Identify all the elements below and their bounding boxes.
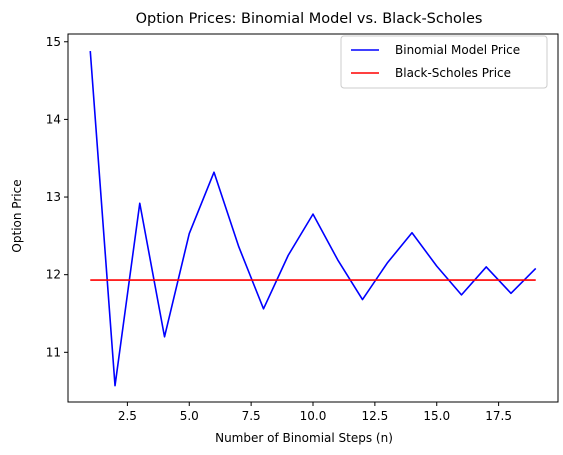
- legend-label-black-scholes: Black-Scholes Price: [395, 66, 511, 80]
- legend-box: [340, 35, 548, 89]
- y-axis-ticks: 11 12 13 14 15: [46, 35, 68, 359]
- x-axis-ticks: 2.5 5.0 7.5 10.0 12.5 15.0 17.5: [118, 402, 512, 423]
- legend-label-binomial: Binomial Model Price: [395, 43, 520, 57]
- x-tick-label: 2.5: [118, 409, 137, 423]
- x-tick-label: 5.0: [180, 409, 199, 423]
- y-tick-label: 11: [46, 345, 61, 359]
- x-tick-label: 10.0: [300, 409, 327, 423]
- y-tick-label: 12: [46, 268, 61, 282]
- y-tick-label: 14: [46, 112, 61, 126]
- x-axis-title: Number of Binomial Steps (n): [215, 431, 393, 445]
- x-tick-label: 7.5: [242, 409, 261, 423]
- series-line-binomial-model-price: [89, 51, 537, 387]
- y-tick-label: 13: [46, 190, 61, 204]
- x-tick-label: 15.0: [423, 409, 450, 423]
- x-tick-label: 17.5: [485, 409, 512, 423]
- x-tick-label: 12.5: [362, 409, 389, 423]
- legend: Binomial Model Price Black-Scholes Price: [340, 35, 548, 89]
- y-axis-title: Option Price: [10, 179, 24, 252]
- y-tick-label: 15: [46, 35, 61, 49]
- chart-title: Option Prices: Binomial Model vs. Black-…: [136, 11, 483, 27]
- series-layer: [89, 51, 537, 387]
